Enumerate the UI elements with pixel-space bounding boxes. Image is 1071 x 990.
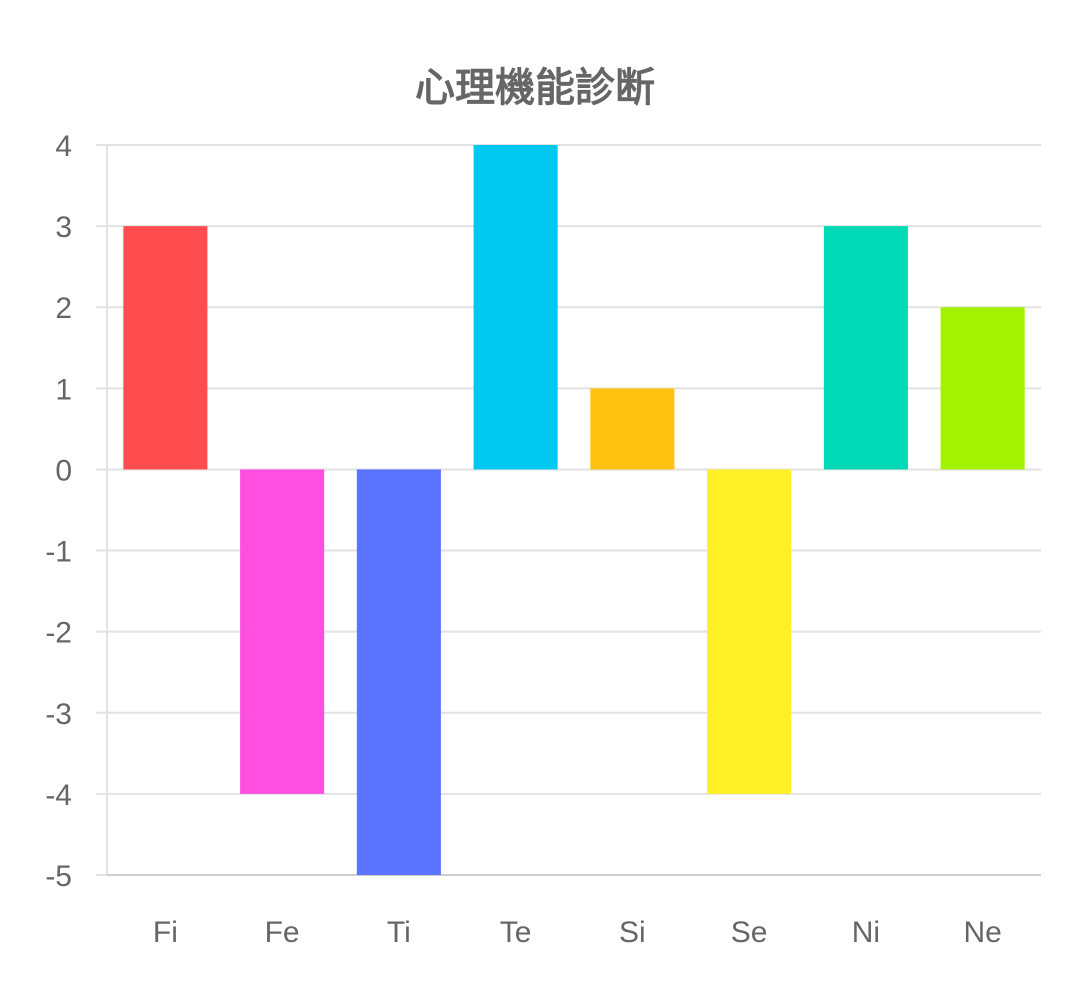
y-tick-label: 2 bbox=[55, 292, 72, 325]
y-axis-ticks: 4 3 2 1 0 -1 -2 -3 -4 -5 bbox=[45, 130, 72, 893]
axes bbox=[106, 145, 1041, 876]
chart-title: 心理機能診断 bbox=[415, 65, 655, 111]
y-tick-label: -3 bbox=[45, 698, 72, 731]
x-tick-label: Ne bbox=[963, 916, 1001, 949]
bars bbox=[123, 145, 1025, 875]
x-tick-label: Ni bbox=[852, 916, 880, 949]
x-tick-label: Te bbox=[500, 916, 532, 949]
x-tick-label: Ti bbox=[387, 916, 411, 949]
bar-ti[interactable] bbox=[356, 469, 441, 875]
y-tick-label: 3 bbox=[55, 211, 72, 244]
x-tick-label: Se bbox=[731, 916, 768, 949]
bar-ne[interactable] bbox=[940, 307, 1025, 470]
y-tick-label: -1 bbox=[45, 536, 72, 569]
bar-fi[interactable] bbox=[123, 226, 208, 470]
bar-te[interactable] bbox=[473, 145, 558, 470]
x-tick-label: Fe bbox=[265, 916, 300, 949]
y-tick-label: -2 bbox=[45, 617, 72, 650]
x-tick-label: Fi bbox=[153, 916, 178, 949]
bar-se[interactable] bbox=[707, 469, 792, 794]
y-tick-label: 0 bbox=[55, 454, 72, 487]
bar-si[interactable] bbox=[590, 388, 675, 470]
y-tick-label: 4 bbox=[55, 130, 72, 163]
bar-fe[interactable] bbox=[240, 469, 325, 794]
y-tick-label: 1 bbox=[55, 373, 72, 406]
y-tick-label: -5 bbox=[45, 860, 72, 893]
x-axis-ticks: Fi Fe Ti Te Si Se Ni Ne bbox=[153, 916, 1002, 949]
bar-ni[interactable] bbox=[823, 226, 908, 470]
x-tick-label: Si bbox=[619, 916, 646, 949]
y-tick-label: -4 bbox=[45, 779, 72, 812]
